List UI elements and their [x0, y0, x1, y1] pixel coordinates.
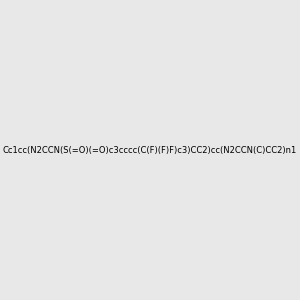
Text: Cc1cc(N2CCN(S(=O)(=O)c3cccc(C(F)(F)F)c3)CC2)cc(N2CCN(C)CC2)n1: Cc1cc(N2CCN(S(=O)(=O)c3cccc(C(F)(F)F)c3)…: [3, 146, 297, 154]
